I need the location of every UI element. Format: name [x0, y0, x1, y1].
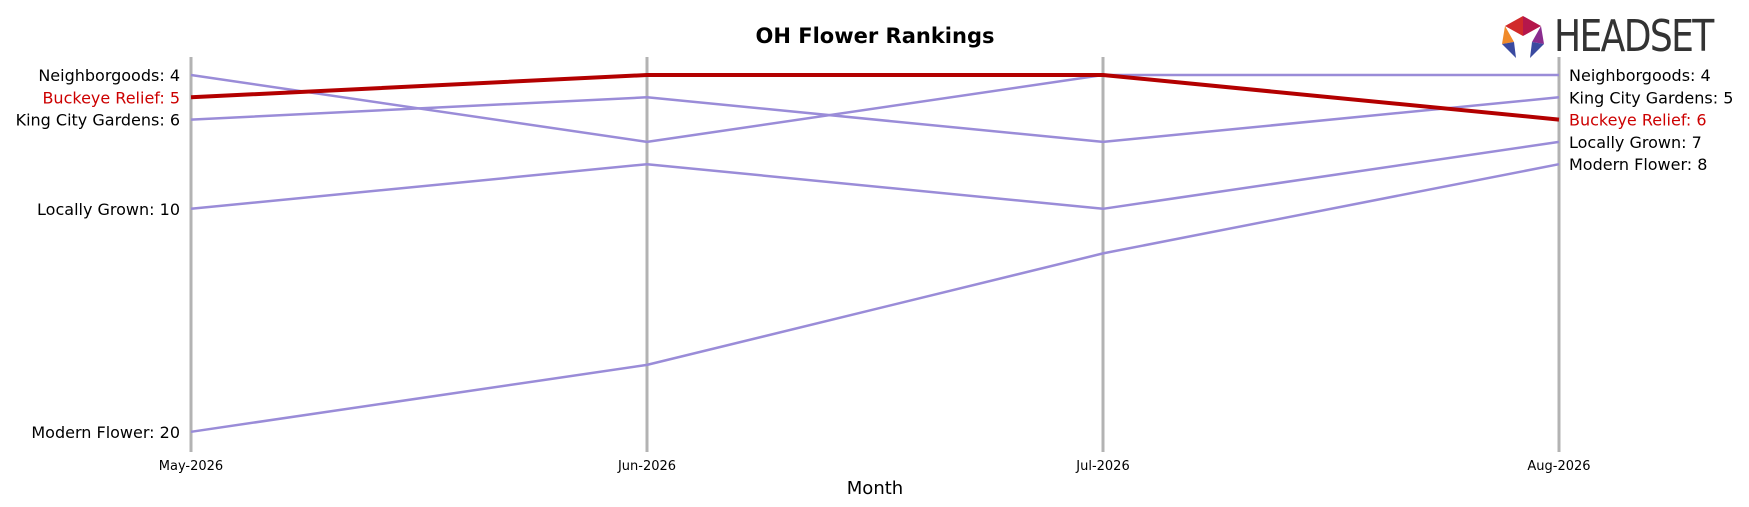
- series-line-king-city-gardens: [190, 96, 1560, 144]
- left-label-buckeye-relief: Buckeye Relief: 5: [42, 88, 180, 107]
- headset-logo-text: HEADSET: [1554, 11, 1714, 62]
- series-lines: [190, 73, 1560, 434]
- x-tick-labels: May-2026 Jun-2026 Jul-2026 Aug-2026: [159, 459, 1591, 474]
- left-label-king-city-gardens: King City Gardens: 6: [16, 111, 180, 130]
- right-label-neighborgoods: Neighborgoods: 4: [1569, 66, 1711, 85]
- right-rank-labels: Neighborgoods: 4 King City Gardens: 5 Loca…: [1569, 66, 1733, 174]
- right-label-locally-grown: Locally Grown: 7: [1569, 133, 1702, 152]
- left-rank-labels: Neighborgoods: 4 King City Gardens: 6 Loca…: [16, 66, 180, 442]
- left-label-neighborgoods: Neighborgoods: 4: [38, 66, 180, 85]
- series-line-buckeye-relief: [190, 73, 1560, 122]
- x-tick-label: Jun-2026: [617, 459, 676, 474]
- left-label-modern-flower: Modern Flower: 20: [31, 423, 180, 442]
- headset-logo: HEADSET: [1500, 14, 1747, 60]
- right-label-king-city-gardens: King City Gardens: 5: [1569, 88, 1733, 107]
- right-label-buckeye-relief: Buckeye Relief: 6: [1569, 111, 1707, 130]
- x-axis-label: Month: [847, 478, 903, 499]
- left-label-locally-grown: Locally Grown: 10: [37, 200, 180, 219]
- series-line-locally-grown: [190, 140, 1560, 211]
- chart-title: OH Flower Rankings: [756, 24, 995, 48]
- x-tick-label: May-2026: [159, 459, 223, 474]
- x-tick-label: Aug-2026: [1527, 459, 1590, 474]
- series-line-modern-flower: [190, 162, 1560, 434]
- headset-logo-icon: [1502, 16, 1544, 58]
- x-tick-label: Jul-2026: [1075, 459, 1129, 474]
- right-label-modern-flower: Modern Flower: 8: [1569, 155, 1707, 174]
